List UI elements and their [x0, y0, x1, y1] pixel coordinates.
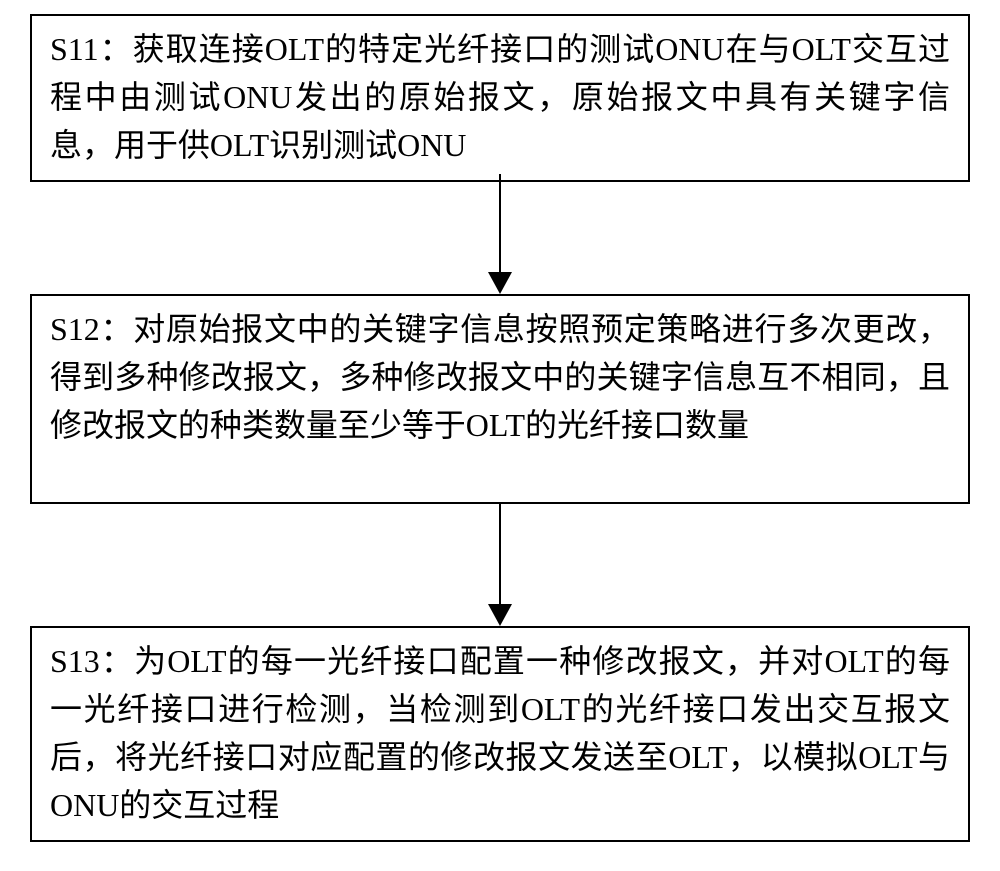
flow-step-s12: S12：对原始报文中的关键字信息按照预定策略进行多次更改，得到多种修改报文，多种… — [30, 294, 970, 504]
arrow-head-icon — [488, 604, 512, 626]
arrow-line — [499, 174, 502, 272]
flow-step-s11-text: S11：获取连接OLT的特定光纤接口的测试ONU在与OLT交互过程中由测试ONU… — [50, 26, 950, 170]
flow-arrow-2 — [488, 504, 512, 626]
flow-step-s13-text: S13：为OLT的每一光纤接口配置一种修改报文，并对OLT的每一光纤接口进行检测… — [50, 638, 950, 830]
flowchart-container: S11：获取连接OLT的特定光纤接口的测试ONU在与OLT交互过程中由测试ONU… — [0, 0, 1000, 871]
arrow-line — [499, 504, 502, 604]
flow-step-s12-text: S12：对原始报文中的关键字信息按照预定策略进行多次更改，得到多种修改报文，多种… — [50, 306, 950, 450]
flow-step-s13: S13：为OLT的每一光纤接口配置一种修改报文，并对OLT的每一光纤接口进行检测… — [30, 626, 970, 842]
arrow-head-icon — [488, 272, 512, 294]
flow-arrow-1 — [488, 174, 512, 294]
flow-step-s11: S11：获取连接OLT的特定光纤接口的测试ONU在与OLT交互过程中由测试ONU… — [30, 14, 970, 182]
